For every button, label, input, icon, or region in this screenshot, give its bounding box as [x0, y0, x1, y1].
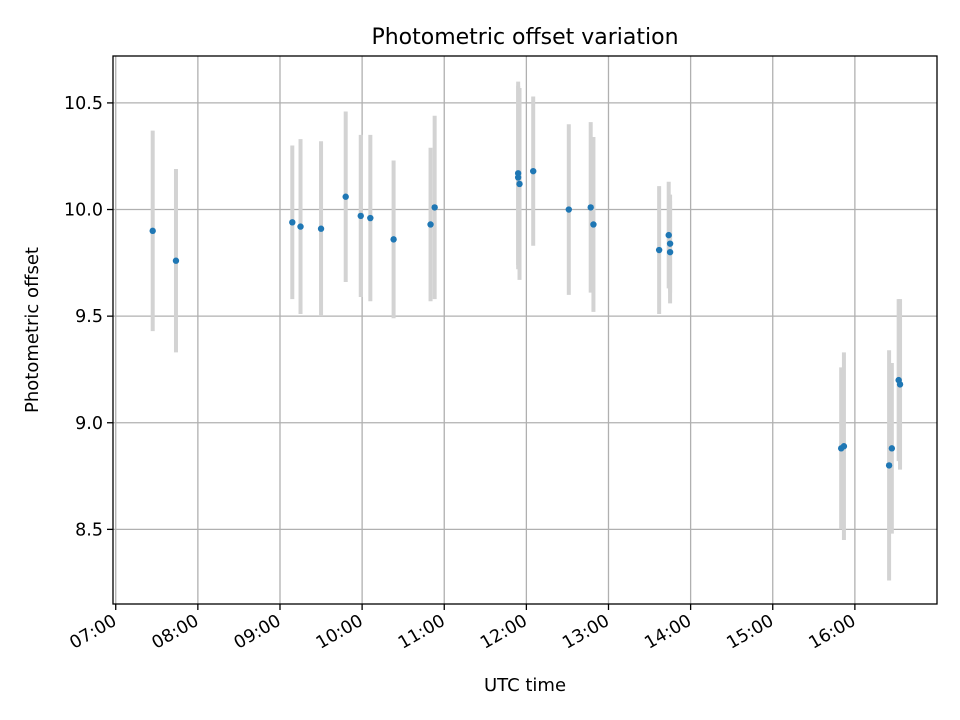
- data-point: [172, 257, 180, 264]
- x-axis-label: UTC time: [484, 675, 566, 696]
- data-point: [367, 214, 374, 222]
- data-point: [342, 193, 349, 200]
- data-point: [317, 225, 325, 232]
- data-point: [888, 445, 896, 452]
- y-tick-label: 9.5: [75, 307, 103, 327]
- data-point: [390, 236, 397, 243]
- data-point: [885, 462, 893, 469]
- chart-title: Photometric offset variation: [371, 25, 678, 50]
- plot-frame: [112, 55, 938, 605]
- data-point: [665, 231, 672, 239]
- data-point: [565, 206, 573, 213]
- y-tick-label: 10.5: [64, 94, 103, 114]
- grid: [113, 56, 937, 604]
- data-point: [666, 248, 674, 256]
- data-point: [357, 212, 364, 220]
- data-point: [530, 167, 537, 175]
- y-tick-label: 9.0: [75, 414, 103, 434]
- data-point: [840, 443, 848, 450]
- data-point: [514, 174, 522, 181]
- data-points: [149, 167, 904, 469]
- data-point: [427, 221, 434, 228]
- data-point: [655, 246, 663, 254]
- data-point: [666, 240, 674, 247]
- y-tick-label: 10.0: [64, 201, 103, 221]
- data-point: [297, 223, 304, 230]
- data-point: [896, 381, 904, 388]
- data-point: [516, 180, 523, 188]
- data-point: [590, 221, 597, 228]
- y-axis-label: Photometric offset: [22, 247, 43, 413]
- y-axis: 8.5 9.0 9.5 10.0 10.5: [64, 94, 113, 540]
- data-point: [149, 227, 156, 235]
- data-point: [289, 219, 296, 226]
- y-tick-label: 8.5: [75, 520, 103, 540]
- data-point: [431, 204, 438, 211]
- data-point: [587, 204, 594, 211]
